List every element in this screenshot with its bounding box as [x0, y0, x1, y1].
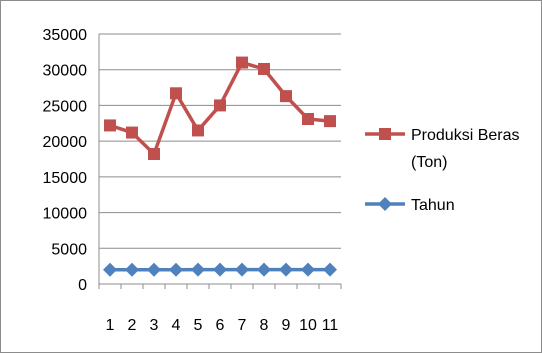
y-tick-label: 15000	[43, 170, 88, 187]
data-point-produksi-beras	[236, 56, 248, 69]
data-point-produksi-beras	[170, 87, 182, 100]
x-tick-label: 8	[260, 317, 269, 334]
legend-label: (Ton)	[411, 154, 447, 171]
legend-marker-produksi-beras	[379, 128, 391, 140]
data-point-produksi-beras	[104, 119, 116, 132]
x-tick-label: 9	[282, 317, 291, 334]
data-point-tahun	[301, 262, 315, 277]
data-point-tahun	[125, 262, 139, 277]
data-point-produksi-beras	[148, 148, 160, 160]
y-tick-label: 30000	[43, 63, 88, 80]
legend-marker-tahun	[378, 197, 392, 211]
data-point-produksi-beras	[258, 63, 270, 75]
y-tick-label: 35000	[43, 27, 88, 44]
data-point-tahun	[257, 262, 271, 277]
x-tick-label: 5	[194, 317, 203, 334]
x-tick-label: 3	[150, 317, 159, 334]
data-point-produksi-beras	[192, 124, 204, 137]
data-point-tahun	[235, 262, 249, 277]
data-point-tahun	[191, 262, 205, 277]
data-point-tahun	[103, 262, 117, 277]
y-tick-label: 10000	[43, 206, 88, 223]
x-tick-label: 4	[172, 317, 181, 334]
data-point-produksi-beras	[324, 115, 336, 128]
y-tick-label: 5000	[51, 241, 87, 258]
data-point-tahun	[213, 262, 227, 277]
x-tick-label: 7	[238, 317, 247, 334]
y-tick-label: 0	[78, 277, 87, 294]
x-tick-label: 10	[299, 317, 317, 334]
x-tick-label: 11	[322, 317, 339, 334]
x-tick-label: 6	[216, 317, 225, 334]
legend-label: Tahun	[411, 197, 455, 214]
y-tick-label: 25000	[43, 98, 88, 115]
legend-label: Produksi Beras	[411, 127, 520, 144]
y-tick-label: 20000	[43, 134, 88, 151]
data-point-tahun	[323, 262, 337, 277]
data-point-produksi-beras	[126, 126, 138, 139]
data-point-produksi-beras	[302, 113, 314, 125]
x-tick-label: 1	[106, 317, 115, 334]
data-point-produksi-beras	[214, 99, 226, 112]
data-point-tahun	[169, 262, 183, 277]
x-tick-label: 2	[128, 317, 137, 334]
data-point-tahun	[147, 262, 161, 277]
data-point-produksi-beras	[280, 90, 292, 103]
data-point-tahun	[279, 262, 293, 277]
